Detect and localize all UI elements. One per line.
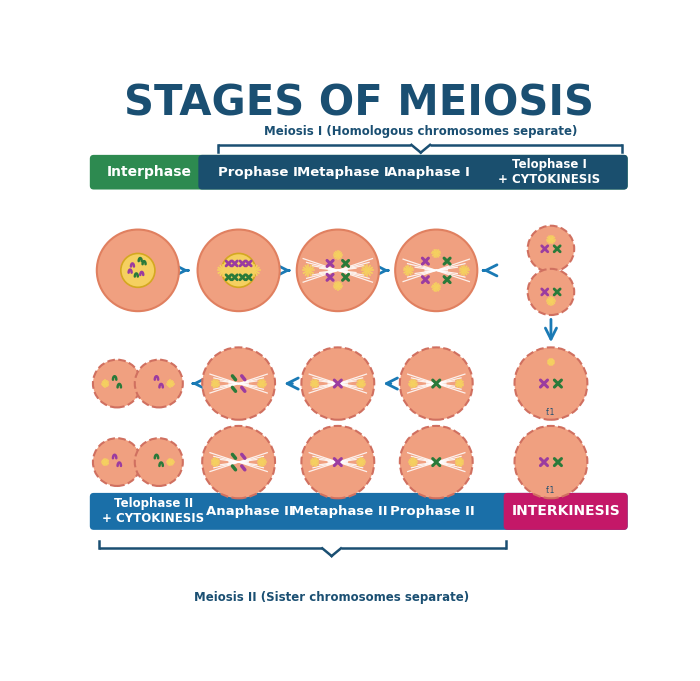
Circle shape [528,225,574,272]
Circle shape [528,269,574,315]
Circle shape [395,229,477,311]
Circle shape [400,426,473,498]
Circle shape [197,229,280,311]
Text: Telophase II
+ CYTOKINESIS: Telophase II + CYTOKINESIS [102,497,204,525]
Text: Prophase I: Prophase I [218,165,298,178]
Circle shape [121,253,155,287]
Circle shape [297,229,379,311]
Circle shape [93,360,141,407]
Text: Anaphase II: Anaphase II [206,505,294,518]
Circle shape [514,426,587,498]
Circle shape [93,439,141,486]
Circle shape [97,229,179,311]
FancyBboxPatch shape [198,155,628,189]
Text: Anaphase I: Anaphase I [387,165,470,178]
Text: Meiosis I (Homologous chromosomes separate): Meiosis I (Homologous chromosomes separa… [264,125,578,138]
Circle shape [302,347,374,419]
Text: Metaphase II: Metaphase II [291,505,388,518]
Circle shape [400,347,473,419]
Text: f.1: f.1 [546,486,556,495]
Circle shape [135,360,183,407]
Circle shape [202,426,275,498]
Text: Interphase: Interphase [107,165,192,179]
Circle shape [202,347,275,419]
FancyBboxPatch shape [504,493,628,530]
Text: Prophase II: Prophase II [390,505,475,518]
Circle shape [302,426,374,498]
Circle shape [514,347,587,419]
Text: INTERKINESIS: INTERKINESIS [512,505,621,518]
Text: STAGES OF MEIOSIS: STAGES OF MEIOSIS [124,82,594,124]
Text: f.1: f.1 [546,407,556,417]
FancyBboxPatch shape [90,155,628,189]
Circle shape [135,439,183,486]
Text: Metaphase I: Metaphase I [298,165,389,178]
Text: Telophase I
+ CYTOKINESIS: Telophase I + CYTOKINESIS [498,158,601,186]
Text: Meiosis II (Sister chromosomes separate): Meiosis II (Sister chromosomes separate) [194,591,469,604]
FancyBboxPatch shape [90,493,628,530]
Circle shape [222,253,256,287]
